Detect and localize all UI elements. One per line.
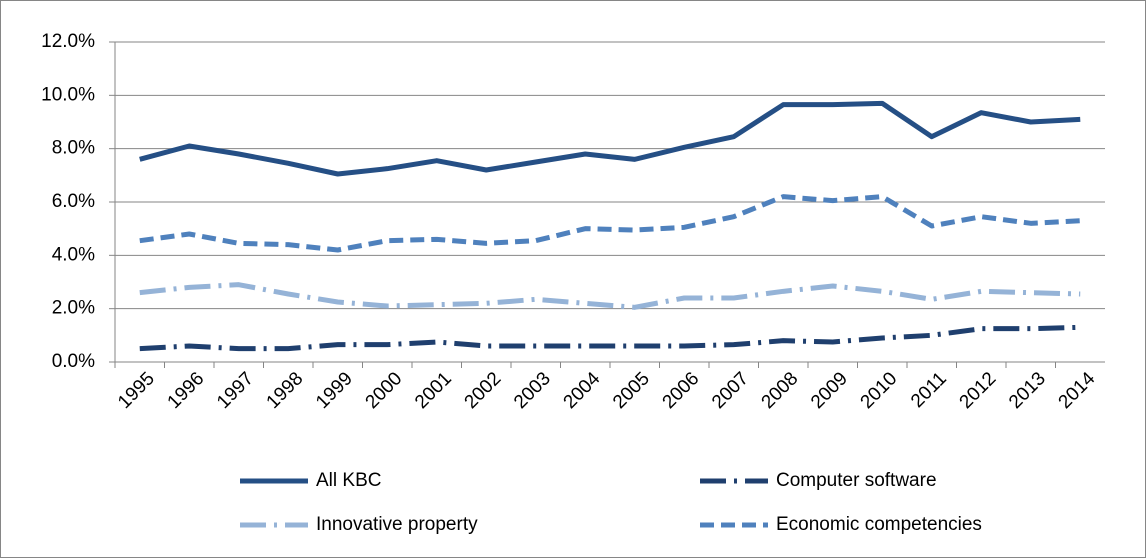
- series-line: [139, 324, 1081, 352]
- legend-label: All KBC: [316, 470, 381, 491]
- legend-label: Innovative property: [316, 514, 478, 535]
- series-line: [139, 100, 1081, 177]
- y-tick-label: 8.0%: [52, 138, 95, 159]
- y-tick-label: 4.0%: [52, 244, 95, 265]
- legend-label: Computer software: [776, 470, 937, 491]
- series-line: [139, 194, 1081, 253]
- y-tick-label: 2.0%: [52, 298, 95, 319]
- y-tick-label: 0.0%: [52, 351, 95, 372]
- y-tick-label: 6.0%: [52, 191, 95, 212]
- legend-label: Economic competencies: [776, 514, 982, 535]
- y-tick-label: 12.0%: [41, 31, 95, 52]
- series-line: [139, 282, 1081, 310]
- y-tick-label: 10.0%: [41, 84, 95, 105]
